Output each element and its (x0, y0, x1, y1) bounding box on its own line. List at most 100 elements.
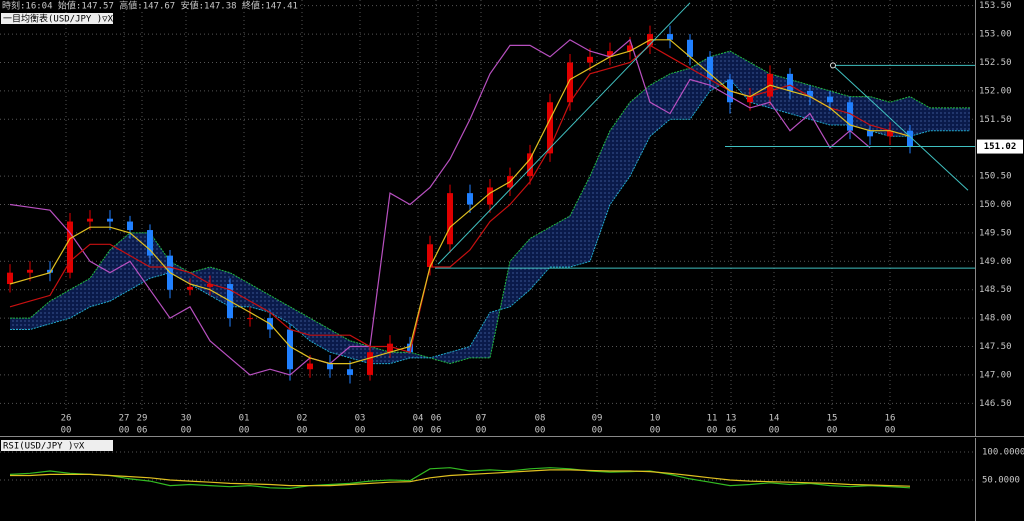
y-tick-label: 148.50 (979, 285, 1012, 295)
candle-body (447, 193, 453, 245)
x-tick-sublabel: 00 (297, 426, 308, 436)
candle-body (627, 45, 633, 52)
y-tick-label: 153.00 (979, 30, 1012, 40)
x-tick-label: 15 (827, 414, 838, 424)
trend-line (437, 2, 691, 265)
x-tick-label: 08 (535, 414, 546, 424)
candle-body (587, 56, 593, 63)
x-tick-label: 02 (297, 414, 308, 424)
candle-body (407, 343, 413, 353)
trend-line (832, 64, 969, 191)
candle-body (67, 221, 73, 273)
candle-body (887, 130, 893, 137)
x-tick-sublabel: 00 (476, 426, 487, 436)
candle-body (7, 272, 13, 285)
y-tick-label: 152.50 (979, 58, 1012, 68)
candle-body (27, 269, 33, 273)
y-tick-label: 147.50 (979, 342, 1012, 352)
candle-body (87, 218, 93, 222)
candle-body (467, 193, 473, 205)
anchor-point (830, 62, 836, 69)
x-tick-sublabel: 00 (119, 426, 130, 436)
y-tick-label: 148.00 (979, 314, 1012, 324)
y-tick-label: 152.00 (979, 86, 1012, 96)
info-background (0, 0, 300, 11)
x-tick-sublabel: 00 (355, 426, 366, 436)
price-label: 151.02 (984, 142, 1017, 152)
indicator-line (9, 39, 911, 365)
y-tick-label: 153.50 (979, 1, 1012, 11)
y-tick-label: 150.00 (979, 200, 1012, 210)
y-tick-label: 151.50 (979, 115, 1012, 125)
candle-body (367, 352, 373, 375)
candle-body (147, 230, 153, 256)
x-tick-label: 13 (726, 414, 737, 424)
x-tick-label: 03 (355, 414, 366, 424)
rsi-line (10, 469, 911, 487)
y-tick-label: 150.50 (979, 172, 1012, 182)
x-tick-label: 29 (137, 414, 148, 424)
candle-body (667, 34, 673, 40)
candle-body (107, 218, 113, 222)
x-tick-sublabel: 00 (61, 426, 72, 436)
x-tick-label: 14 (769, 414, 780, 424)
x-tick-sublabel: 00 (707, 426, 718, 436)
chart-title: 一目均衡表(USD/JPY )▽X (3, 13, 114, 25)
y-tick-label: 100.0000 (982, 448, 1024, 458)
rsi-title: RSI(USD/JPY )▽X (3, 442, 85, 452)
candle-body (867, 130, 873, 137)
x-tick-label: 27 (119, 414, 130, 424)
title-box (1, 440, 113, 451)
candle-body (807, 90, 813, 97)
candle-body (567, 62, 573, 103)
x-tick-label: 11 (707, 414, 718, 424)
x-tick-label: 10 (650, 414, 661, 424)
indicator-line (9, 44, 911, 353)
candle-body (287, 329, 293, 370)
y-tick-label: 149.50 (979, 228, 1012, 238)
info-line: 時刻:16:04 始値:147.57 高値:147.67 安値:147.38 終… (2, 0, 298, 12)
x-tick-sublabel: 06 (137, 426, 148, 436)
candle-body (127, 221, 133, 231)
candle-body (327, 363, 333, 370)
indicator-line (9, 38, 871, 376)
y-tick-label: 50.0000 (982, 476, 1020, 486)
candle-body (427, 244, 433, 267)
y-tick-label: 146.50 (979, 399, 1012, 409)
candle-body (527, 153, 533, 177)
y-tick-label: 147.00 (979, 370, 1012, 380)
candle-body (347, 369, 353, 375)
x-tick-sublabel: 00 (827, 426, 838, 436)
candle-body (387, 343, 393, 353)
candle-body (907, 130, 913, 147)
candle-body (607, 51, 613, 57)
x-tick-label: 26 (61, 414, 72, 424)
x-tick-sublabel: 00 (592, 426, 603, 436)
candle-body (847, 102, 853, 131)
x-tick-label: 01 (239, 414, 250, 424)
candle-body (547, 102, 553, 154)
x-tick-sublabel: 00 (650, 426, 661, 436)
rsi-line (9, 467, 911, 490)
candle-body (787, 73, 793, 91)
rsi-panel: 100.0000 50.0000 (0, 448, 1024, 490)
x-tick-sublabel: 00 (413, 426, 424, 436)
x-tick-sublabel: 00 (769, 426, 780, 436)
x-tick-label: 16 (885, 414, 896, 424)
candle-body (487, 187, 493, 205)
candle-body (207, 284, 213, 287)
x-tick-label: 04 (413, 414, 424, 424)
candle-body (827, 96, 833, 103)
price-label-box (977, 139, 1023, 154)
x-tick-sublabel: 00 (181, 426, 192, 436)
x-tick-label: 06 (431, 414, 442, 424)
x-tick-sublabel: 00 (239, 426, 250, 436)
candle-body (47, 269, 53, 273)
x-tick-sublabel: 06 (431, 426, 442, 436)
x-tick-label: 30 (181, 414, 192, 424)
candle-body (307, 363, 313, 370)
x-tick-label: 07 (476, 414, 487, 424)
x-tick-sublabel: 00 (535, 426, 546, 436)
